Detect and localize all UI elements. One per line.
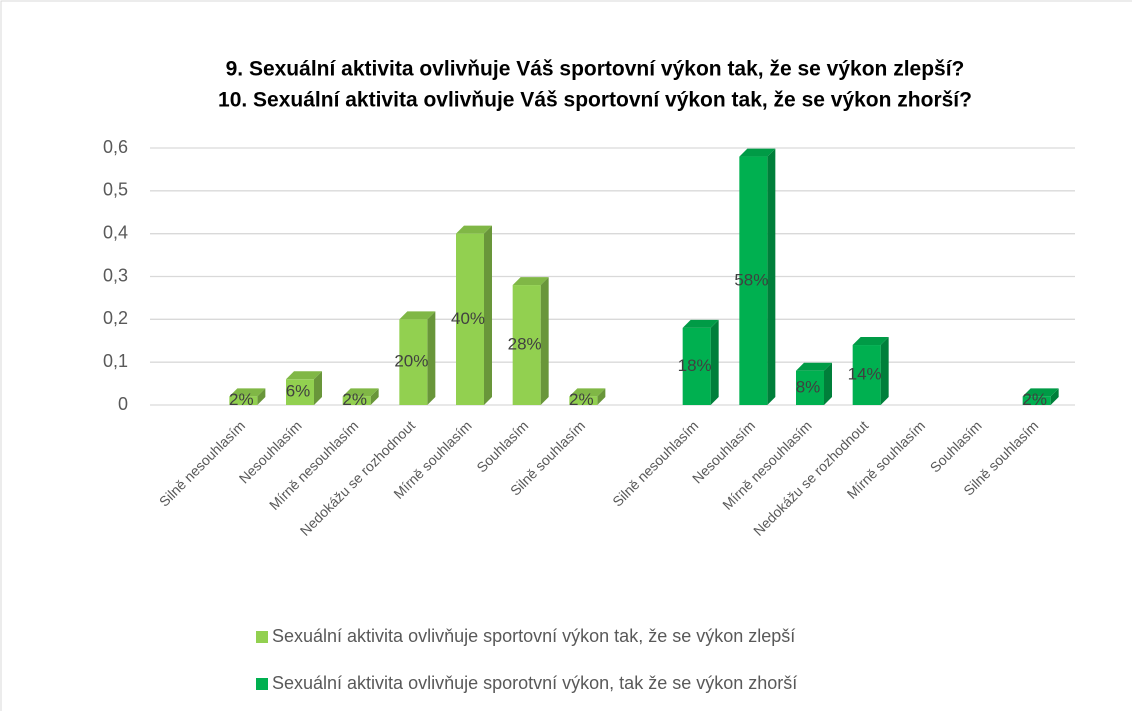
value-label: 2% [342,390,367,409]
bar-face [484,225,492,405]
bar [739,148,776,406]
bar-face [314,371,322,405]
value-label: 2% [569,390,594,409]
bar [796,362,832,405]
bar-face [569,396,598,405]
bar-face [540,277,549,405]
bar-face [427,311,436,405]
bar [1022,388,1059,405]
value-label: 40% [451,309,485,328]
bar-face [682,319,719,328]
bar-face [512,277,549,286]
bar-face [710,319,719,405]
value-label: 14% [848,365,882,384]
y-tick-label: 0 [118,394,128,414]
bar-face [286,371,322,380]
y-tick-label: 0,6 [103,137,128,157]
bar-face [399,311,436,320]
value-label: 8% [796,377,821,396]
bar-face [512,285,541,405]
legend-label: Sexuální aktivita ovlivňuje sporotvní vý… [272,673,797,693]
bar [399,311,436,405]
bar [229,388,266,405]
bar-face [767,148,776,406]
bar [852,337,889,405]
value-label: 20% [394,352,428,371]
bar-face [1022,396,1051,405]
y-tick-label: 0,4 [103,222,128,242]
chart-title: 9. Sexuální aktivita ovlivňuje Váš sport… [226,58,965,81]
bar-face [597,388,606,405]
bar-face [796,362,832,371]
bar-face [824,362,832,405]
value-label: 6% [286,382,311,401]
chart-title: 10. Sexuální aktivita ovlivňuje Váš spor… [218,89,972,112]
bar-face [880,337,889,405]
bar-face [229,396,258,405]
bar-face [1050,388,1059,405]
value-label: 28% [508,335,542,354]
bar-face [796,370,824,405]
y-tick-label: 0,1 [103,351,128,371]
legend-swatch [256,678,268,690]
bar-face [370,388,379,405]
bar-face [257,388,266,405]
y-tick-label: 0,3 [103,265,128,285]
bar-face [852,337,889,346]
legend-swatch [256,631,268,643]
value-label: 58% [734,270,768,289]
bar [512,277,549,405]
bar [569,388,606,405]
bar [342,388,379,405]
bar-face [852,345,881,405]
value-label: 18% [678,356,712,375]
bar-face [399,319,428,405]
y-tick-label: 0,2 [103,308,128,328]
legend-label: Sexuální aktivita ovlivňuje sportovní vý… [272,626,795,646]
bar-face [456,233,484,405]
value-label: 2% [229,390,254,409]
bar-face [456,225,492,234]
bar-face [342,396,371,405]
bar [456,225,492,405]
value-label: 2% [1022,390,1047,409]
bar [286,371,322,405]
bar-face [569,388,606,397]
bar-face [739,156,768,405]
bar-face [342,388,379,397]
bar-face [286,379,314,405]
bar-face [229,388,266,397]
bar-face [682,327,711,405]
bar-face [739,148,776,157]
bar-face [1022,388,1059,397]
y-tick-label: 0,5 [103,180,128,200]
bar [682,319,719,405]
